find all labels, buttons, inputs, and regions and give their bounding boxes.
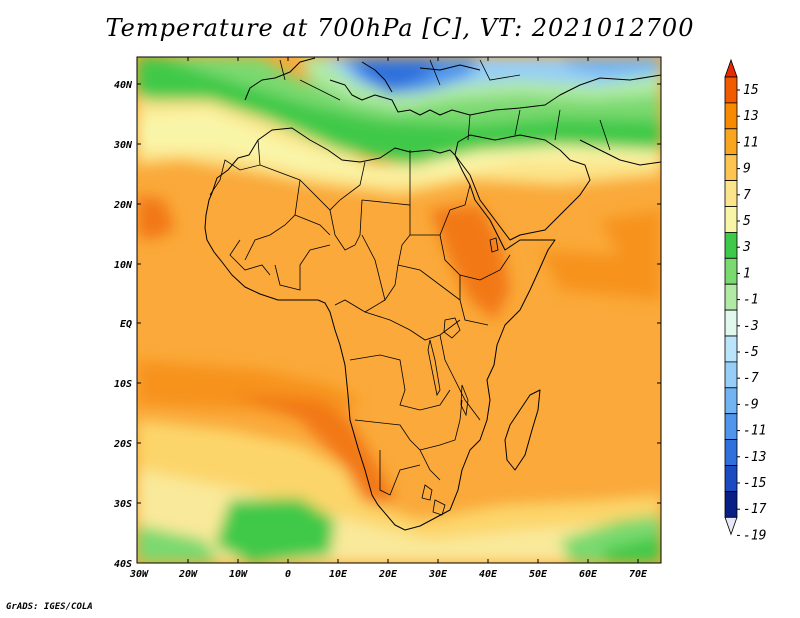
colorbar-arrow-bottom bbox=[724, 516, 738, 536]
lon-label: 10W bbox=[229, 569, 248, 580]
lat-label: EQ bbox=[120, 319, 132, 330]
lon-label: 10E bbox=[329, 569, 348, 580]
colorbar-label: -9 bbox=[743, 397, 759, 412]
country-borders bbox=[209, 59, 611, 516]
chart-title: Temperature at 700hPa [C], VT: 202101270… bbox=[105, 14, 695, 42]
colorbar-segment bbox=[724, 439, 738, 466]
lon-label: 50E bbox=[529, 569, 548, 580]
lon-label: 20W bbox=[178, 569, 198, 580]
lon-label: 60E bbox=[579, 569, 598, 580]
madagascar-coastline bbox=[504, 389, 541, 471]
colorbar-label: -17 bbox=[743, 502, 767, 517]
iran-coastline bbox=[579, 139, 661, 166]
colorbar-segment bbox=[724, 206, 738, 233]
colorbar-segment bbox=[724, 465, 738, 492]
lat-label: 10N bbox=[114, 260, 133, 271]
colorbar-segment bbox=[724, 283, 738, 311]
lat-label: 30N bbox=[113, 140, 133, 151]
lat-label: 20N bbox=[113, 200, 133, 211]
lat-label: 30S bbox=[113, 499, 132, 510]
colorbar: 15 13 11 9 7 5 3 1 -1 -3 -5 -7 -9 -11 -13 -15 -17 -19 bbox=[724, 58, 767, 543]
colorbar-segment bbox=[724, 128, 738, 156]
colorbar-label: -7 bbox=[743, 371, 759, 386]
lakes bbox=[427, 237, 499, 417]
colorbar-segment bbox=[724, 231, 738, 259]
colorbar-label: 11 bbox=[743, 135, 759, 150]
colorbar-label: 7 bbox=[743, 188, 751, 203]
colorbar-label: -5 bbox=[743, 345, 759, 360]
lon-label: 70E bbox=[629, 569, 648, 580]
map-frame bbox=[136, 56, 662, 564]
coastlines bbox=[204, 57, 661, 531]
africa-coastline bbox=[204, 127, 556, 531]
colorbar-segment bbox=[724, 387, 738, 415]
colorbar-segment bbox=[724, 413, 738, 441]
colorbar-label: -3 bbox=[743, 319, 759, 334]
lat-label: 40S bbox=[114, 559, 132, 570]
colorbar-label: 3 bbox=[742, 240, 751, 255]
colorbar-segment bbox=[724, 76, 738, 104]
colorbar-label: 9 bbox=[743, 162, 751, 177]
colorbar-label: 1 bbox=[743, 266, 751, 281]
lat-label: 10S bbox=[114, 379, 132, 390]
colorbar-label: -15 bbox=[743, 476, 767, 491]
colorbar-label: -11 bbox=[743, 424, 766, 439]
colorbar-segment bbox=[724, 257, 738, 285]
latitude-axis: 40N 30N 20N 10N EQ 10S 20S 30S 40S bbox=[113, 80, 661, 570]
lon-label: 40E bbox=[479, 569, 498, 580]
colorbar-label: 15 bbox=[743, 83, 759, 98]
colorbar-label: 13 bbox=[743, 109, 759, 124]
colorbar-label: 5 bbox=[743, 214, 751, 229]
colorbar-segment bbox=[724, 361, 738, 389]
colorbar-label: -19 bbox=[743, 528, 766, 543]
arabia-coastline bbox=[454, 134, 591, 241]
lon-label: 30E bbox=[428, 569, 448, 580]
colorbar-label: -13 bbox=[743, 450, 766, 465]
temperature-field bbox=[137, 57, 661, 563]
lat-label: 20S bbox=[113, 439, 132, 450]
colorbar-segment bbox=[724, 102, 738, 130]
longitude-axis: 30W 20W 10W 0 10E 20E 30E 40E 50E 60E 70… bbox=[129, 57, 648, 580]
colorbar-segment bbox=[724, 335, 738, 363]
lon-label: 20E bbox=[378, 569, 398, 580]
colorbar-segment bbox=[724, 309, 738, 337]
colorbar-segment bbox=[724, 154, 738, 181]
colorbar-arrow-top bbox=[724, 58, 738, 78]
lon-label: 30W bbox=[129, 569, 149, 580]
lon-label: 0 bbox=[285, 569, 291, 580]
credit-text: GrADS: IGES/COLA bbox=[6, 602, 93, 612]
lat-label: 40N bbox=[114, 80, 133, 91]
colorbar-label: -1 bbox=[743, 293, 759, 308]
colorbar-segment bbox=[724, 180, 738, 207]
europe-coastline bbox=[244, 57, 661, 116]
colorbar-segment bbox=[724, 490, 738, 518]
